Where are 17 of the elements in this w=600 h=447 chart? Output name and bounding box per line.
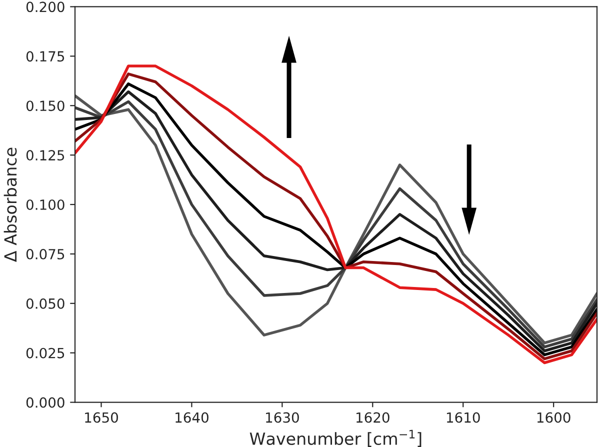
y-tick-label: 0.000 <box>26 397 64 408</box>
x-tick-label: 1620 <box>356 412 390 423</box>
y-tick-label: 0.125 <box>26 150 64 161</box>
y-tick-label: 0.050 <box>26 298 64 309</box>
x-tick-label: 1600 <box>537 412 570 423</box>
x-axis-title: Wavenumber [cm$^{−1}$] <box>250 430 422 447</box>
x-tick-label: 1630 <box>266 412 299 423</box>
x-tick-label: 1640 <box>176 412 208 423</box>
y-tick-label: 0.025 <box>26 348 64 358</box>
y-tick-label: 0.075 <box>26 248 64 260</box>
y-tick-label: 0.175 <box>26 51 64 62</box>
y-tick-label: 0.100 <box>26 199 64 210</box>
y-axis-title: Δ Absorbance <box>4 148 17 262</box>
y-tick-label: 0.200 <box>26 2 64 12</box>
x-tick-label: 1650 <box>85 412 118 423</box>
y-tick-label: 0.150 <box>26 100 64 112</box>
x-tick-label: 1610 <box>446 412 480 423</box>
